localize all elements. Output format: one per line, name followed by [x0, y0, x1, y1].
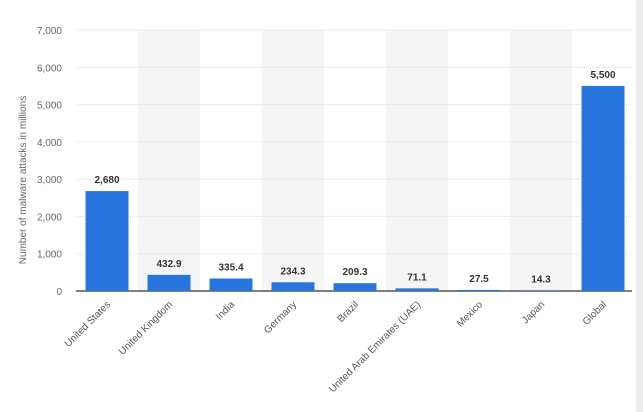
category-band	[386, 30, 448, 291]
data-label: 27.5	[469, 274, 489, 285]
y-tick-label: 1,000	[37, 250, 62, 261]
right-edge-strip	[636, 0, 643, 412]
data-label: 5,500	[590, 70, 615, 81]
category-band	[510, 30, 572, 291]
bar	[457, 289, 501, 291]
y-tick-label: 0	[56, 287, 62, 298]
x-tick-label: India	[214, 299, 237, 322]
data-label: 335.4	[218, 262, 243, 273]
y-tick-label: 4,000	[37, 138, 62, 149]
y-axis-label: Number of malware attacks in millions	[18, 96, 29, 264]
bar	[395, 288, 439, 291]
bar	[271, 282, 315, 291]
x-tick-label: United Kingdom	[117, 299, 175, 357]
bar	[85, 191, 129, 291]
x-tick-label: United States	[63, 299, 113, 349]
x-tick-label: Japan	[520, 299, 547, 326]
x-tick-label: Mexico	[455, 299, 485, 329]
bar	[209, 278, 253, 291]
data-label: 432.9	[156, 259, 181, 270]
category-band	[138, 30, 200, 291]
data-label: 2,680	[94, 175, 119, 186]
y-tick-label: 3,000	[37, 175, 62, 186]
bar	[519, 290, 563, 291]
bar	[333, 283, 377, 291]
data-label: 209.3	[342, 267, 367, 278]
data-label: 234.3	[280, 266, 305, 277]
y-tick-label: 7,000	[37, 26, 62, 37]
y-tick-label: 6,000	[37, 63, 62, 74]
bar	[581, 85, 625, 291]
x-tick-label: Global	[581, 299, 609, 327]
category-band	[262, 30, 324, 291]
y-tick-label: 2,000	[37, 212, 62, 223]
x-tick-label: Germany	[262, 299, 299, 336]
x-tick-label: Brazil	[336, 299, 361, 324]
y-tick-label: 5,000	[37, 101, 62, 112]
data-label: 71.1	[407, 272, 427, 283]
data-label: 14.3	[531, 274, 551, 285]
bar	[147, 274, 191, 291]
